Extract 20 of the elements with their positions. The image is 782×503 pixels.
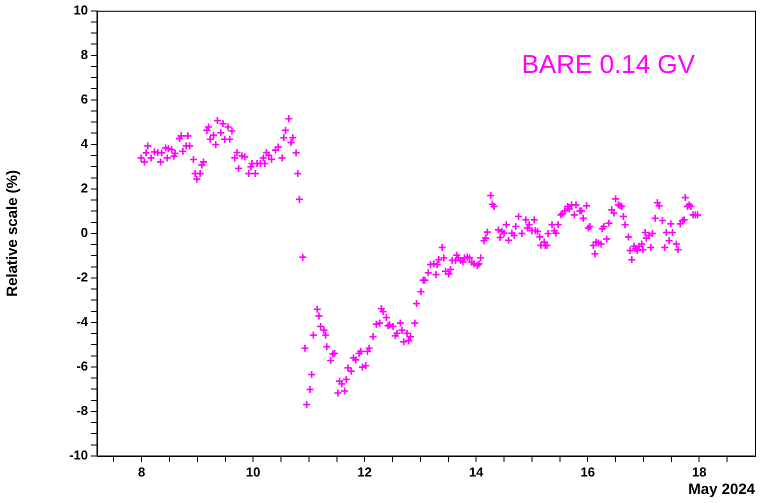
y-tick-label: 6	[80, 91, 88, 106]
x-axis-title: May 2024	[688, 481, 756, 498]
x-tick-label: 12	[357, 464, 372, 480]
y-tick-label: -2	[76, 270, 88, 284]
y-tick-label: 10	[74, 2, 88, 18]
y-tick-label: 4	[80, 136, 89, 151]
y-tick-label: -8	[76, 403, 88, 418]
x-tick-label: 8	[138, 464, 146, 480]
x-tick-label: 14	[468, 464, 484, 480]
x-tick-label: 10	[246, 464, 260, 480]
y-tick-label: 0	[80, 224, 88, 240]
x-tick-label: 16	[580, 464, 595, 480]
y-tick-label: 2	[80, 180, 88, 196]
text: BARE 0.14 GV	[522, 48, 696, 79]
y-tick-label: 8	[80, 46, 88, 62]
y-axis-title: Relative scale (%)	[4, 170, 22, 297]
x-tick-label: 18	[692, 464, 706, 480]
y-tick-label: -10	[69, 448, 88, 463]
y-tick-label: -6	[76, 358, 88, 374]
y-tick-label: -4	[76, 314, 89, 330]
